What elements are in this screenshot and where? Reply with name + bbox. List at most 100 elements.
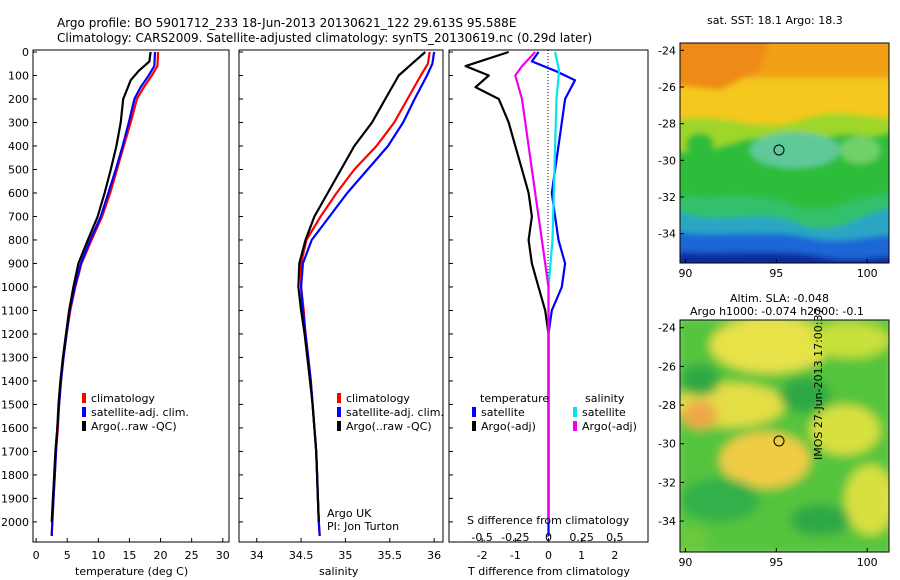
- x-tick-label: 34.5: [289, 549, 314, 562]
- y-tick-label: 1300: [1, 351, 29, 364]
- sla-title-line-1: Altim. SLA: -0.048: [730, 292, 830, 305]
- map-y-tick-label: -32: [658, 476, 676, 489]
- y-tick-label: 1600: [1, 422, 29, 435]
- x-tick-label: 2: [611, 549, 618, 562]
- sst-title: sat. SST: 18.1 Argo: 18.3: [707, 14, 843, 27]
- salinity-panel: 34 34.5 35 35.5 36: [238, 49, 444, 562]
- legend-item-sal-argo: Argo(-adj): [573, 420, 637, 434]
- x-tick-label: 1: [578, 549, 585, 562]
- map-y-tick-label: -32: [658, 191, 676, 204]
- y-tick-label: 400: [8, 140, 29, 153]
- salinity-annotation-line-1: Argo UK: [327, 507, 372, 520]
- temperature-profiles: [50, 51, 160, 537]
- temperature-axes: 0100200300400500600700800900100011001200…: [1, 46, 230, 562]
- sla-axes: 90 95 100 -24 -26 -28 -30 -32 -34: [658, 322, 878, 569]
- legend-title-salinity: salinity: [585, 392, 625, 405]
- y-tick-label: 1200: [1, 328, 29, 341]
- timestamp-stamp: IMOS 27-Jun-2013 17:00:37: [812, 307, 825, 460]
- legend-item-climatology: climatology: [337, 392, 410, 406]
- y-tick-label: 600: [8, 187, 29, 200]
- legend-item-temp-argo: Argo(-adj): [472, 420, 536, 434]
- legend-item-satellite: satellite-adj. clim.: [82, 406, 189, 420]
- map-y-tick-label: -24: [658, 44, 676, 57]
- y-tick-label: 0: [22, 46, 29, 59]
- x-tick-label: 20: [154, 549, 168, 562]
- map-y-tick-label: -24: [658, 322, 676, 335]
- map-y-tick-label: -34: [658, 515, 676, 528]
- difference-axes: -2 -1 0 1 2 -0.5 -0.25 0 0.25 0.5: [449, 51, 624, 562]
- difference-top-label: S difference from climatology: [467, 514, 630, 527]
- x-tick-label: 36: [427, 549, 441, 562]
- map-x-tick-label: 100: [857, 556, 878, 569]
- y-tick-label: 1900: [1, 492, 29, 505]
- series-line-salinity-argo-adj: [514, 51, 550, 522]
- y-tick-label: 1100: [1, 304, 29, 317]
- legend-title-temperature: temperature: [480, 392, 550, 405]
- header-line-1: Argo profile: BO 5901712_233 18-Jun-2013…: [57, 16, 517, 30]
- legend-item-sal-satellite: satellite: [573, 406, 626, 420]
- map-y-tick-label: -34: [658, 228, 676, 241]
- difference-profiles: [464, 50, 577, 536]
- map-x-tick-label: 90: [678, 267, 692, 280]
- y-tick-label: 1500: [1, 398, 29, 411]
- x-tick-label: 34: [250, 549, 264, 562]
- map-y-tick-label: -30: [658, 438, 676, 451]
- y-tick-label: 100: [8, 69, 29, 82]
- y-tick-label: 1400: [1, 375, 29, 388]
- x-tick-label: 5: [64, 549, 71, 562]
- difference-xlabel: T difference from climatology: [468, 565, 630, 578]
- map-y-tick-label: -28: [658, 399, 676, 412]
- map-y-tick-label: -30: [658, 154, 676, 167]
- y-tick-label: 200: [8, 93, 29, 106]
- argo-location-marker-sst: [773, 144, 785, 156]
- y-tick-label: 900: [8, 257, 29, 270]
- x-tick-label: 0: [545, 549, 552, 562]
- series-line-argo-raw-qc: [297, 51, 427, 522]
- header-line-2: Climatology: CARS2009. Satellite-adjuste…: [57, 31, 593, 45]
- legend-item-climatology: climatology: [82, 392, 155, 406]
- argo-location-marker-sla: [773, 435, 785, 447]
- x-tick-label: 10: [91, 549, 105, 562]
- map-x-tick-label: 95: [769, 267, 783, 280]
- legend-item-argo: Argo(..raw -QC): [337, 420, 432, 434]
- difference-panel: -2 -1 0 1 2 -0.5 -0.25 0 0.25 0.5: [448, 49, 649, 562]
- x-tick-label: -2: [477, 549, 488, 562]
- legend-item-temp-satellite: satellite: [472, 406, 525, 420]
- s-tick-label: -0.5: [471, 531, 492, 544]
- temperature-panel: 0100200300400500600700800900100011001200…: [1, 46, 230, 562]
- map-x-tick-label: 90: [678, 556, 692, 569]
- map-y-tick-label: -28: [658, 118, 676, 131]
- s-tick-label: 0.5: [606, 531, 624, 544]
- map-x-tick-label: 100: [857, 267, 878, 280]
- s-tick-label: -0.25: [501, 531, 529, 544]
- s-tick-label: 0: [545, 531, 552, 544]
- sla-title-line-2: Argo h1000: -0.074 h2000: -0.1: [690, 305, 864, 318]
- map-x-tick-label: 95: [769, 556, 783, 569]
- series-line-temperature-argo-adj: [464, 50, 550, 522]
- salinity-annotation-line-2: PI: Jon Turton: [327, 520, 400, 533]
- salinity-profiles: [297, 51, 436, 537]
- map-y-tick-label: -26: [658, 81, 676, 94]
- temperature-xlabel: temperature (deg C): [75, 565, 189, 578]
- x-tick-label: 30: [216, 549, 230, 562]
- y-tick-label: 1700: [1, 445, 29, 458]
- y-tick-label: 1000: [1, 281, 29, 294]
- sst-axes: 90 95 100 -24 -26 -28 -30 -32 -34: [658, 44, 878, 280]
- x-tick-label: -1: [510, 549, 521, 562]
- y-tick-label: 700: [8, 210, 29, 223]
- y-tick-label: 1800: [1, 469, 29, 482]
- salinity-axes: 34 34.5 35 35.5 36: [239, 51, 441, 562]
- map-y-tick-label: -26: [658, 360, 676, 373]
- sst-map: 90 95 100 -24 -26 -28 -30 -32 -34: [658, 42, 890, 280]
- legend-item-satellite: satellite-adj. clim.: [337, 406, 444, 420]
- legend-item-argo: Argo(..raw -QC): [82, 420, 177, 434]
- y-tick-label: 800: [8, 234, 29, 247]
- sla-map: 90 95 100 -24 -26 -28 -30 -32 -34: [658, 319, 890, 569]
- y-tick-label: 500: [8, 163, 29, 176]
- series-line-salinity-satellite: [547, 51, 561, 522]
- series-line-argo-raw-qc: [50, 51, 152, 522]
- x-tick-label: 15: [122, 549, 136, 562]
- x-tick-label: 25: [185, 549, 199, 562]
- x-tick-label: 35: [338, 549, 352, 562]
